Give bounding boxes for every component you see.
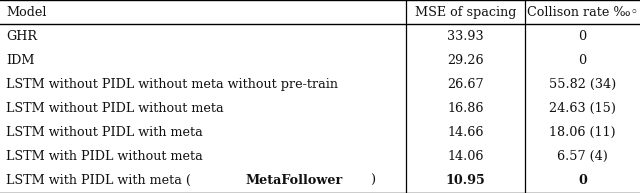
Text: 29.26: 29.26 (447, 54, 484, 67)
Text: 6.57 (4): 6.57 (4) (557, 150, 608, 163)
Text: LSTM without PIDL with meta: LSTM without PIDL with meta (6, 126, 203, 139)
Text: 16.86: 16.86 (447, 102, 484, 115)
Text: Collison rate ‰◦: Collison rate ‰◦ (527, 6, 638, 19)
Text: GHR: GHR (6, 30, 37, 43)
Text: 33.93: 33.93 (447, 30, 484, 43)
Text: LSTM without PIDL without meta: LSTM without PIDL without meta (6, 102, 224, 115)
Text: Model: Model (6, 6, 47, 19)
Text: 24.63 (15): 24.63 (15) (549, 102, 616, 115)
Text: LSTM with PIDL with meta (: LSTM with PIDL with meta ( (6, 174, 191, 187)
Text: MSE of spacing: MSE of spacing (415, 6, 516, 19)
Text: 0: 0 (579, 54, 586, 67)
Text: 18.06 (11): 18.06 (11) (549, 126, 616, 139)
Text: 0: 0 (579, 30, 586, 43)
Text: MetaFollower: MetaFollower (245, 174, 342, 187)
Text: 10.95: 10.95 (445, 174, 486, 187)
Text: IDM: IDM (6, 54, 35, 67)
Text: 26.67: 26.67 (447, 78, 484, 91)
Text: LSTM with PIDL without meta: LSTM with PIDL without meta (6, 150, 203, 163)
Text: LSTM without PIDL without meta without pre-train: LSTM without PIDL without meta without p… (6, 78, 339, 91)
Text: 14.06: 14.06 (447, 150, 484, 163)
Text: 14.66: 14.66 (447, 126, 484, 139)
Text: 0: 0 (578, 174, 587, 187)
Text: 55.82 (34): 55.82 (34) (548, 78, 616, 91)
Text: ): ) (371, 174, 376, 187)
